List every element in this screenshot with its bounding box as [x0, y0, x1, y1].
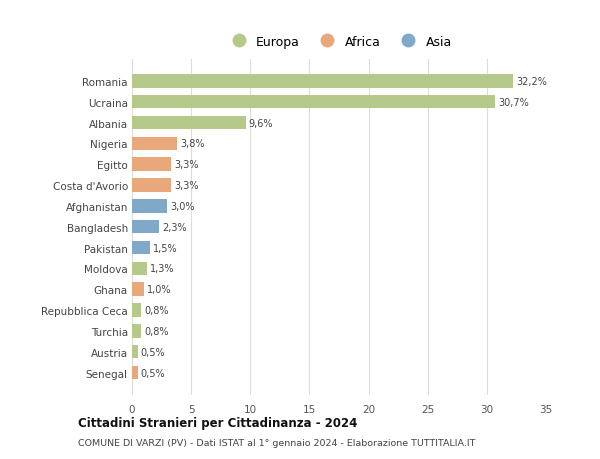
Bar: [132, 158, 171, 172]
Bar: [132, 262, 148, 275]
Text: 2,3%: 2,3%: [162, 222, 187, 232]
Bar: [132, 200, 167, 213]
Text: 0,8%: 0,8%: [145, 326, 169, 336]
Text: 9,6%: 9,6%: [248, 118, 273, 128]
Text: COMUNE DI VARZI (PV) - Dati ISTAT al 1° gennaio 2024 - Elaborazione TUTTITALIA.I: COMUNE DI VARZI (PV) - Dati ISTAT al 1° …: [78, 438, 475, 447]
Bar: [132, 179, 171, 192]
Text: 1,5%: 1,5%: [152, 243, 178, 253]
Bar: [132, 220, 159, 234]
Bar: [132, 241, 150, 255]
Bar: [132, 117, 245, 130]
Bar: [132, 75, 513, 89]
Text: 0,5%: 0,5%: [141, 368, 166, 378]
Bar: [132, 303, 142, 317]
Text: 32,2%: 32,2%: [516, 77, 547, 87]
Text: 3,3%: 3,3%: [174, 160, 199, 170]
Text: 3,8%: 3,8%: [180, 139, 205, 149]
Text: 30,7%: 30,7%: [498, 97, 529, 107]
Bar: [132, 95, 495, 109]
Legend: Europa, Africa, Asia: Europa, Africa, Asia: [226, 36, 452, 49]
Text: 0,8%: 0,8%: [145, 305, 169, 315]
Bar: [132, 325, 142, 338]
Text: 1,3%: 1,3%: [151, 264, 175, 274]
Bar: [132, 283, 144, 297]
Text: 1,0%: 1,0%: [147, 285, 171, 295]
Text: Cittadini Stranieri per Cittadinanza - 2024: Cittadini Stranieri per Cittadinanza - 2…: [78, 416, 358, 429]
Text: 0,5%: 0,5%: [141, 347, 166, 357]
Text: 3,3%: 3,3%: [174, 181, 199, 190]
Text: 3,0%: 3,0%: [170, 202, 195, 212]
Bar: [132, 366, 138, 380]
Bar: [132, 137, 177, 151]
Bar: [132, 345, 138, 359]
